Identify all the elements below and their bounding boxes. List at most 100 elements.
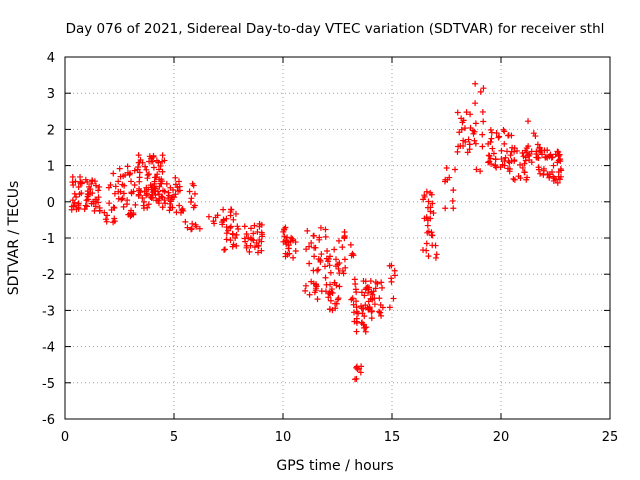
data-point <box>92 203 99 210</box>
data-point <box>145 186 152 193</box>
data-point <box>521 169 528 176</box>
y-tick-label: -4 <box>42 341 55 356</box>
data-point <box>353 328 360 335</box>
data-point <box>358 289 365 296</box>
data-point <box>255 242 262 249</box>
data-point <box>84 193 91 200</box>
data-point <box>524 152 531 159</box>
data-point <box>285 245 292 252</box>
y-tick-label: 1 <box>47 160 55 175</box>
data-point <box>82 202 89 209</box>
data-point <box>227 206 234 213</box>
data-point <box>151 178 158 185</box>
data-point <box>282 250 289 257</box>
x-tick-label: 0 <box>61 430 69 445</box>
data-point <box>308 278 315 285</box>
data-point <box>466 141 473 148</box>
data-point <box>361 313 368 320</box>
data-point <box>153 174 160 181</box>
data-point <box>251 222 258 229</box>
data-point <box>326 262 333 269</box>
data-point <box>535 166 542 173</box>
x-tick-label: 20 <box>493 430 510 445</box>
data-point <box>127 170 134 177</box>
data-point <box>488 135 495 142</box>
data-point <box>464 149 471 156</box>
data-point <box>376 308 383 315</box>
data-point <box>452 166 459 173</box>
data-point <box>339 244 346 251</box>
data-point <box>511 158 518 165</box>
data-point <box>554 179 561 186</box>
data-point <box>75 184 82 191</box>
data-point <box>318 288 325 295</box>
data-point <box>427 215 434 222</box>
x-tick-label: 10 <box>275 430 292 445</box>
data-point <box>212 214 219 221</box>
data-point <box>115 195 122 202</box>
data-point <box>223 224 230 231</box>
data-point <box>118 196 125 203</box>
data-point <box>192 221 199 228</box>
data-point <box>353 298 360 305</box>
data-point <box>290 254 297 261</box>
data-point <box>498 147 505 154</box>
data-point <box>533 148 540 155</box>
data-point <box>479 108 486 115</box>
data-point <box>241 223 248 230</box>
data-point <box>175 178 182 185</box>
data-point <box>259 231 266 238</box>
data-point <box>361 324 368 331</box>
data-point <box>487 139 494 146</box>
data-point <box>128 178 135 185</box>
data-point <box>246 248 253 255</box>
data-point <box>132 201 139 208</box>
data-point <box>540 165 547 172</box>
data-point <box>103 218 110 225</box>
data-point <box>323 255 330 262</box>
data-point <box>190 204 197 211</box>
data-point <box>336 283 343 290</box>
data-point <box>235 226 242 233</box>
data-point <box>176 202 183 209</box>
data-point <box>353 289 360 296</box>
data-point <box>186 188 193 195</box>
data-point <box>514 147 521 154</box>
data-point <box>306 291 313 298</box>
data-point <box>161 188 168 195</box>
data-point <box>315 266 322 273</box>
data-point <box>69 173 76 180</box>
data-point <box>519 164 526 171</box>
data-point <box>443 164 450 171</box>
data-point <box>69 197 76 204</box>
data-point <box>376 295 383 302</box>
y-tick-label: -2 <box>42 268 55 283</box>
data-point <box>324 258 331 265</box>
data-point <box>424 204 431 211</box>
data-point <box>367 295 374 302</box>
data-point <box>292 248 299 255</box>
data-point <box>247 225 254 232</box>
data-point <box>358 320 365 327</box>
data-point <box>166 207 173 214</box>
data-point <box>368 308 375 315</box>
data-point <box>93 182 100 189</box>
data-point <box>487 126 494 133</box>
data-point <box>256 236 263 243</box>
data-point <box>110 204 117 211</box>
data-point <box>310 267 317 274</box>
data-point <box>306 260 313 267</box>
data-point <box>433 251 440 258</box>
data-point <box>95 199 102 206</box>
data-point <box>165 189 172 196</box>
data-point <box>308 239 315 246</box>
data-point <box>318 251 325 258</box>
data-point <box>146 158 153 165</box>
data-point <box>322 274 329 281</box>
data-point <box>421 215 428 222</box>
data-point <box>350 252 357 259</box>
data-point <box>350 301 357 308</box>
data-point <box>523 149 530 156</box>
data-point <box>172 174 179 181</box>
data-point <box>124 163 131 170</box>
